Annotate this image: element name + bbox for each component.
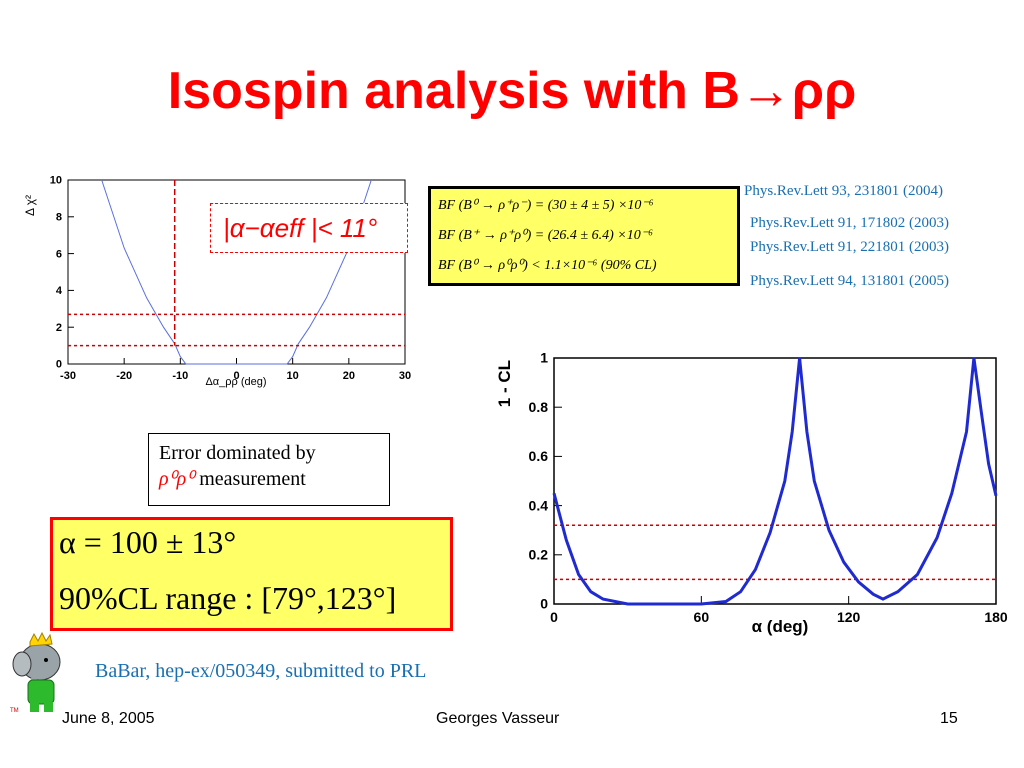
x-tick-label: 10 (287, 370, 299, 382)
alpha-eff-label: |α−αeff |< 11° (210, 203, 408, 253)
delta-chi2-curve (101, 179, 372, 365)
result-alpha: α = 100 ± 13° (59, 524, 237, 560)
x-tick-label: 180 (984, 609, 1008, 625)
cl-curve (552, 357, 998, 606)
slide-title: Isospin analysis with B→ρρ (167, 62, 857, 120)
error-note-line2-text: measurement (194, 468, 306, 490)
x-tick-label: 0 (550, 609, 558, 625)
branching-fraction-box: BF (B⁰ → ρ⁺ρ⁻) = (30 ± 4 ± 5) ×10⁻⁶ BF (… (428, 186, 740, 286)
x-tick-label: -10 (172, 370, 188, 382)
y-tick-label: 4 (56, 285, 63, 297)
x-tick-label: 0 (233, 370, 239, 382)
error-note-line2: ρ⁰ρ⁰ measurement (159, 466, 389, 492)
reference-4: Phys.Rev.Lett 94, 131801 (2005) (750, 273, 950, 289)
y-tick-label: 0.8 (529, 399, 549, 415)
footer-author: Georges Vasseur (436, 710, 560, 727)
result-box: α = 100 ± 13° 90%CL range : [79°,123°] (50, 517, 453, 631)
y-tick-label: 8 (56, 211, 62, 223)
error-note-line1: Error dominated by (159, 442, 316, 464)
x-tick-label: -30 (60, 370, 76, 382)
delta-chi2-ylabel: Δ χ² (23, 195, 37, 216)
x-tick-label: 120 (837, 609, 861, 625)
result-cl-range: 90%CL range : [79°,123°] (59, 580, 397, 616)
rho-rho-symbol: ρ⁰ρ⁰ (159, 468, 195, 490)
cl-ylabel: 1 - CL (495, 360, 514, 407)
y-tick-label: 1 (540, 350, 548, 366)
footer-page-number: 15 (940, 710, 958, 727)
footer-date: June 8, 2005 (62, 710, 155, 727)
bf-line-1: BF (B⁰ → ρ⁺ρ⁻) = (30 ± 4 ± 5) ×10⁻⁶ (438, 198, 654, 213)
cl-frame (553, 357, 997, 605)
cl-xlabel: α (deg) (752, 617, 809, 636)
reference-1: Phys.Rev.Lett 93, 231801 (2004) (744, 183, 944, 199)
babar-elephant-logo: TM (10, 632, 61, 714)
x-tick-label: 20 (343, 370, 355, 382)
y-tick-label: 0.2 (529, 546, 549, 562)
x-tick-label: 30 (399, 370, 411, 382)
y-tick-label: 10 (50, 175, 62, 187)
reference-2: Phys.Rev.Lett 91, 171802 (2003) (750, 215, 950, 231)
reference-3: Phys.Rev.Lett 91, 221801 (2003) (750, 239, 950, 255)
bf-line-3: BF (B⁰ → ρ⁰ρ⁰) < 1.1×10⁻⁶ (90% CL) (438, 258, 657, 273)
svg-text:TM: TM (10, 708, 19, 714)
x-tick-label: 60 (694, 609, 710, 625)
citation: BaBar, hep-ex/050349, submitted to PRL (95, 660, 427, 682)
y-tick-label: 0 (540, 596, 548, 612)
y-tick-label: 2 (56, 322, 62, 334)
error-note-box: Error dominated by ρ⁰ρ⁰ measurement (148, 433, 390, 506)
y-tick-label: 0 (56, 359, 62, 371)
x-tick-label: -20 (116, 370, 132, 382)
bf-line-2: BF (B⁺ → ρ⁺ρ⁰) = (26.4 ± 6.4) ×10⁻⁶ (438, 228, 653, 243)
y-tick-label: 0.4 (529, 497, 549, 513)
y-tick-label: 6 (56, 248, 62, 260)
delta-chi2-xlabel: Δα_ρρ (deg) (205, 376, 266, 388)
y-tick-label: 0.6 (529, 448, 549, 464)
cl-chart: 0 0.2 0.4 0.6 0.8 1 0 60 120 180 1 - CL α (deg) (495, 350, 1008, 636)
